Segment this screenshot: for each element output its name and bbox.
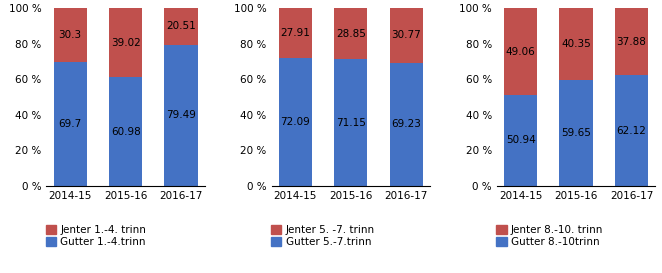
Bar [279,58,312,186]
Bar [109,78,142,186]
Text: 30.77: 30.77 [391,31,421,40]
Bar [559,80,592,186]
Legend: Jenter 1.-4. trinn, Gutter 1.-4.trinn: Jenter 1.-4. trinn, Gutter 1.-4.trinn [44,223,148,249]
Text: 71.15: 71.15 [336,117,366,127]
Text: 69.23: 69.23 [391,119,421,129]
Text: 30.3: 30.3 [59,30,81,40]
Bar [54,8,87,62]
Text: 59.65: 59.65 [561,128,591,138]
Text: 72.09: 72.09 [281,117,310,127]
Bar [164,8,198,44]
Bar [334,60,367,186]
Bar [334,8,367,60]
Bar [164,44,198,186]
Text: 20.51: 20.51 [166,21,196,31]
Bar [109,8,142,78]
Text: 79.49: 79.49 [166,110,196,120]
Text: 39.02: 39.02 [111,38,140,48]
Text: 37.88: 37.88 [616,37,647,47]
Text: 40.35: 40.35 [561,39,591,49]
Bar [615,8,648,75]
Bar [54,62,87,186]
Legend: Jenter 8.-10. trinn, Gutter 8.-10trinn: Jenter 8.-10. trinn, Gutter 8.-10trinn [494,223,605,249]
Bar [559,8,592,80]
Text: 50.94: 50.94 [506,135,536,146]
Bar [504,8,538,95]
Bar [279,8,312,58]
Text: 60.98: 60.98 [111,126,140,136]
Text: 62.12: 62.12 [616,126,647,135]
Text: 27.91: 27.91 [281,28,310,38]
Bar [615,75,648,186]
Bar [504,95,538,186]
Text: 49.06: 49.06 [506,47,536,57]
Legend: Jenter 5. -7. trinn, Gutter 5.-7.trinn: Jenter 5. -7. trinn, Gutter 5.-7.trinn [269,223,377,249]
Bar [390,63,423,186]
Bar [390,8,423,63]
Text: 28.85: 28.85 [336,29,366,39]
Text: 69.7: 69.7 [58,119,82,129]
